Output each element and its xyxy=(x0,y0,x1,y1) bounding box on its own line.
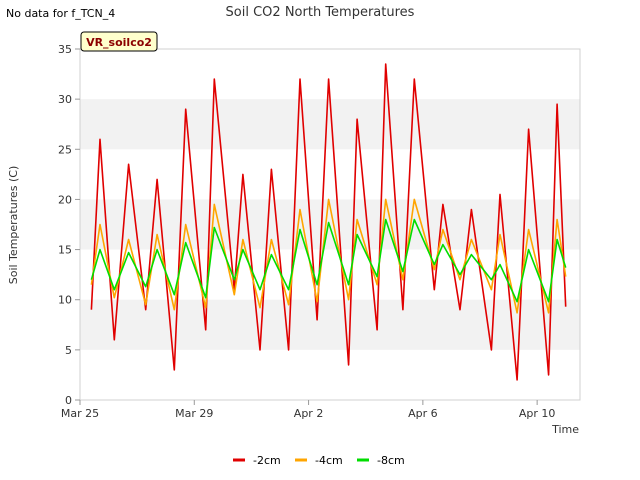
site-badge-label: VR_soilco2 xyxy=(86,36,152,49)
series-line-neg8cm xyxy=(90,218,567,303)
y-tick-label: 35 xyxy=(58,43,72,56)
x-axis: Mar 25 Mar 29 Apr 2 Apr 6 Apr 10 xyxy=(61,400,556,420)
series-line-neg2cm xyxy=(90,63,567,381)
y-tick-label: 30 xyxy=(58,93,72,106)
x-tick-label: Apr 6 xyxy=(408,407,438,420)
y-tick-label: 10 xyxy=(58,294,72,307)
x-tick-label: Apr 2 xyxy=(294,407,324,420)
grid-band xyxy=(80,299,580,350)
chart-title: Soil CO2 North Temperatures xyxy=(226,5,415,20)
legend-label: -8cm xyxy=(377,454,405,467)
y-axis: 0 5 10 15 20 25 30 35 xyxy=(58,43,80,407)
y-tick-label: 15 xyxy=(58,244,72,257)
legend-label: -2cm xyxy=(253,454,281,467)
y-tick-label: 5 xyxy=(65,344,72,357)
site-badge: VR_soilco2 xyxy=(80,31,158,52)
y-tick-label: 20 xyxy=(58,193,72,206)
y-tick-label: 25 xyxy=(58,143,72,156)
plot-area-border xyxy=(79,48,581,401)
y-tick-label: 0 xyxy=(65,394,72,407)
series-line-neg4cm xyxy=(90,198,567,314)
x-tick-label: Mar 25 xyxy=(61,407,99,420)
no-data-notice: No data for f_TCN_4 xyxy=(6,7,116,20)
x-tick-label: Apr 10 xyxy=(519,407,556,420)
x-axis-label: Time xyxy=(551,423,579,436)
y-axis-label: Soil Temperatures (C) xyxy=(7,166,20,285)
site-badge-box xyxy=(80,31,158,52)
x-tick-label: Mar 29 xyxy=(175,407,213,420)
series-lines xyxy=(90,63,567,381)
legend: -2cm -4cm -8cm xyxy=(233,454,405,467)
legend-label: -4cm xyxy=(315,454,343,467)
